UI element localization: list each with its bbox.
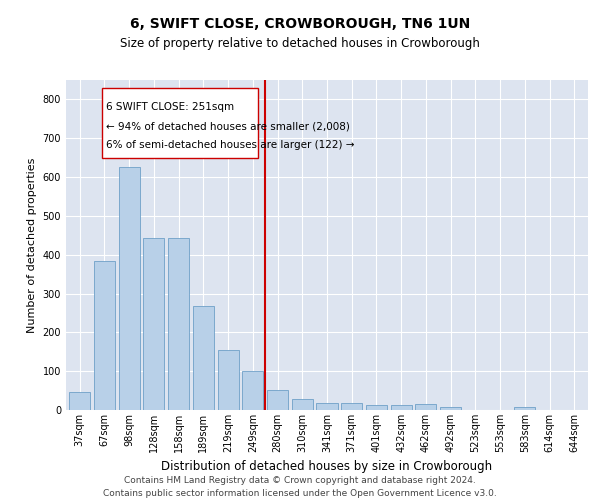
Bar: [143, 238, 164, 410]
X-axis label: Distribution of detached houses by size in Crowborough: Distribution of detached houses by size …: [161, 460, 493, 473]
Bar: [102, 88, 258, 158]
Bar: [440, 407, 461, 410]
Bar: [119, 168, 140, 410]
Text: 6 SWIFT CLOSE: 251sqm: 6 SWIFT CLOSE: 251sqm: [106, 102, 234, 113]
Bar: [218, 350, 239, 410]
Text: 6, SWIFT CLOSE, CROWBOROUGH, TN6 1UN: 6, SWIFT CLOSE, CROWBOROUGH, TN6 1UN: [130, 18, 470, 32]
Bar: [514, 407, 535, 410]
Bar: [292, 399, 313, 410]
Bar: [267, 390, 288, 410]
Text: Contains HM Land Registry data © Crown copyright and database right 2024.
Contai: Contains HM Land Registry data © Crown c…: [103, 476, 497, 498]
Y-axis label: Number of detached properties: Number of detached properties: [27, 158, 37, 332]
Bar: [193, 306, 214, 410]
Bar: [168, 238, 189, 410]
Bar: [242, 371, 263, 410]
Bar: [366, 406, 387, 410]
Bar: [316, 404, 338, 410]
Bar: [94, 260, 115, 410]
Bar: [391, 406, 412, 410]
Bar: [415, 404, 436, 410]
Bar: [69, 392, 90, 410]
Text: ← 94% of detached houses are smaller (2,008): ← 94% of detached houses are smaller (2,…: [106, 121, 349, 131]
Text: 6% of semi-detached houses are larger (122) →: 6% of semi-detached houses are larger (1…: [106, 140, 354, 150]
Bar: [341, 404, 362, 410]
Text: Size of property relative to detached houses in Crowborough: Size of property relative to detached ho…: [120, 38, 480, 51]
